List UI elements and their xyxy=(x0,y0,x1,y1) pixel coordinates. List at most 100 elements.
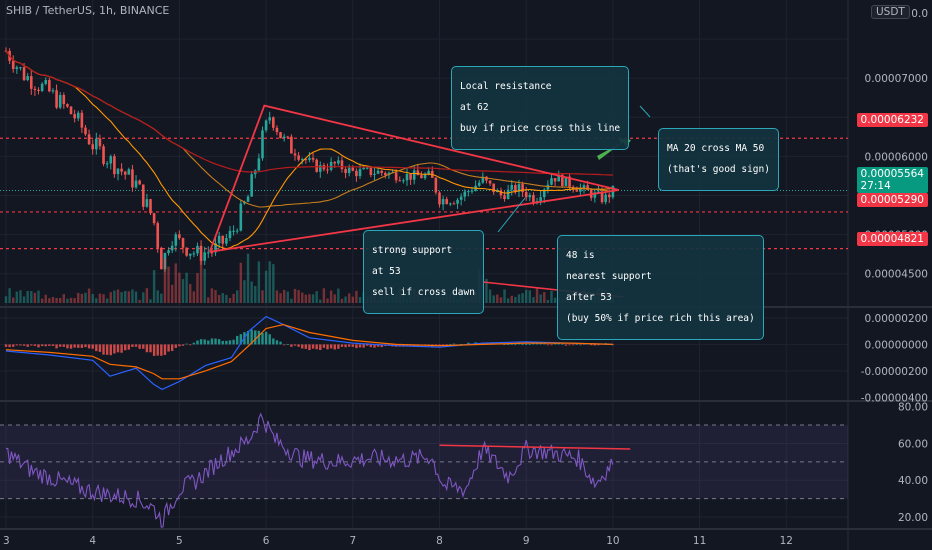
volume-bar xyxy=(149,299,152,303)
macd-histogram-bar xyxy=(344,344,347,348)
macd-histogram-bar xyxy=(225,340,228,345)
macd-histogram-bar xyxy=(26,344,29,347)
candle-body xyxy=(300,159,304,161)
candle-body xyxy=(405,174,409,181)
candle-body xyxy=(564,176,568,186)
volume-bar xyxy=(308,294,311,303)
candle-body xyxy=(196,245,199,254)
volume-bar xyxy=(19,290,22,303)
candle-body xyxy=(127,169,131,175)
candle-body xyxy=(358,169,362,177)
candle-body xyxy=(506,189,510,200)
macd-histogram-bar xyxy=(564,344,568,346)
macd-histogram-bar xyxy=(514,344,517,346)
signal-line xyxy=(5,323,613,380)
macd-histogram-bar xyxy=(152,344,156,356)
volume-bar xyxy=(181,279,185,303)
macd-histogram-bar xyxy=(319,344,322,351)
currency-button[interactable]: USDT xyxy=(871,5,910,19)
volume-bar xyxy=(290,298,293,303)
candle-body xyxy=(44,80,48,84)
ma-20-line xyxy=(5,50,613,250)
volume-bar xyxy=(510,295,513,303)
candle-body xyxy=(434,177,438,193)
callout-line: nearest support xyxy=(566,270,652,282)
candle-body xyxy=(178,234,181,239)
macd-histogram-bar xyxy=(66,344,69,349)
candle-body xyxy=(456,199,459,204)
volume-bar xyxy=(246,253,250,303)
macd-histogram-bar xyxy=(506,344,510,345)
volume-bar xyxy=(167,266,170,303)
macd-histogram-bar xyxy=(459,344,463,345)
candle-body xyxy=(22,67,26,81)
volume-bar xyxy=(131,289,134,303)
macd-histogram-bar xyxy=(214,338,217,345)
candle-body xyxy=(286,136,290,138)
macd-histogram-bar xyxy=(250,329,253,345)
macd-histogram-bar xyxy=(308,344,311,351)
candle-body xyxy=(318,165,322,172)
volume-bar xyxy=(124,290,127,303)
macd-histogram-bar xyxy=(304,344,308,349)
volume-bar xyxy=(326,298,329,303)
macd-histogram-bar xyxy=(546,344,550,346)
volume-bar xyxy=(138,299,141,303)
macd-histogram-bar xyxy=(98,344,102,352)
macd-histogram-bar xyxy=(369,344,373,348)
macd-histogram-bar xyxy=(254,330,257,345)
macd-histogram-bar xyxy=(301,344,304,349)
candle-body xyxy=(427,170,430,175)
volume-bar xyxy=(170,284,174,303)
volume-bar xyxy=(189,284,192,303)
macd-histogram-bar xyxy=(149,344,152,353)
macd-histogram-bar xyxy=(503,344,506,346)
macd-histogram-bar xyxy=(579,344,582,346)
candle-body xyxy=(315,159,318,172)
macd-histogram-bar xyxy=(488,342,492,345)
macd-histogram-bar xyxy=(37,344,40,348)
candle-body xyxy=(521,184,524,193)
volume-bar xyxy=(225,294,228,303)
volume-bar xyxy=(539,294,542,303)
volume-bar xyxy=(525,289,528,303)
triangle-lower-line xyxy=(209,189,620,253)
candle-body xyxy=(199,245,203,261)
candle-body xyxy=(546,184,550,190)
volume-bar xyxy=(80,293,84,303)
candle-body xyxy=(279,132,282,139)
candle-body xyxy=(514,185,517,192)
candle-body xyxy=(582,185,586,188)
candle-body xyxy=(586,185,589,191)
volume-bar xyxy=(535,288,539,303)
candle-body xyxy=(105,163,109,165)
volume-bar xyxy=(499,297,503,303)
macd-histogram-bar xyxy=(138,344,141,349)
candle-body xyxy=(152,213,156,224)
macd-histogram-bar xyxy=(337,344,340,349)
candle-body xyxy=(604,194,607,203)
volume-bar xyxy=(58,297,62,303)
candle-body xyxy=(539,197,542,202)
volume-bar xyxy=(152,270,156,303)
candle-body xyxy=(481,176,485,183)
rsi-axis-label: 20.00 xyxy=(898,512,928,524)
macd-histogram-bar xyxy=(593,344,597,346)
volume-bar xyxy=(553,297,557,303)
macd-histogram-bar xyxy=(228,340,232,345)
volume-bar xyxy=(196,273,199,303)
candle-body xyxy=(181,238,185,248)
volume-bar xyxy=(550,290,553,303)
candle-body xyxy=(308,157,311,160)
macd-histogram-bar xyxy=(597,344,600,346)
volume-bar xyxy=(214,290,217,303)
macd-histogram-bar xyxy=(322,344,326,348)
candle-body xyxy=(311,157,315,160)
macd-histogram-bar xyxy=(355,344,358,349)
candle-body xyxy=(62,95,66,105)
macd-histogram-bar xyxy=(120,344,123,353)
macd-histogram-bar xyxy=(12,344,15,347)
volume-bar xyxy=(95,298,98,303)
candle-body xyxy=(37,89,40,92)
